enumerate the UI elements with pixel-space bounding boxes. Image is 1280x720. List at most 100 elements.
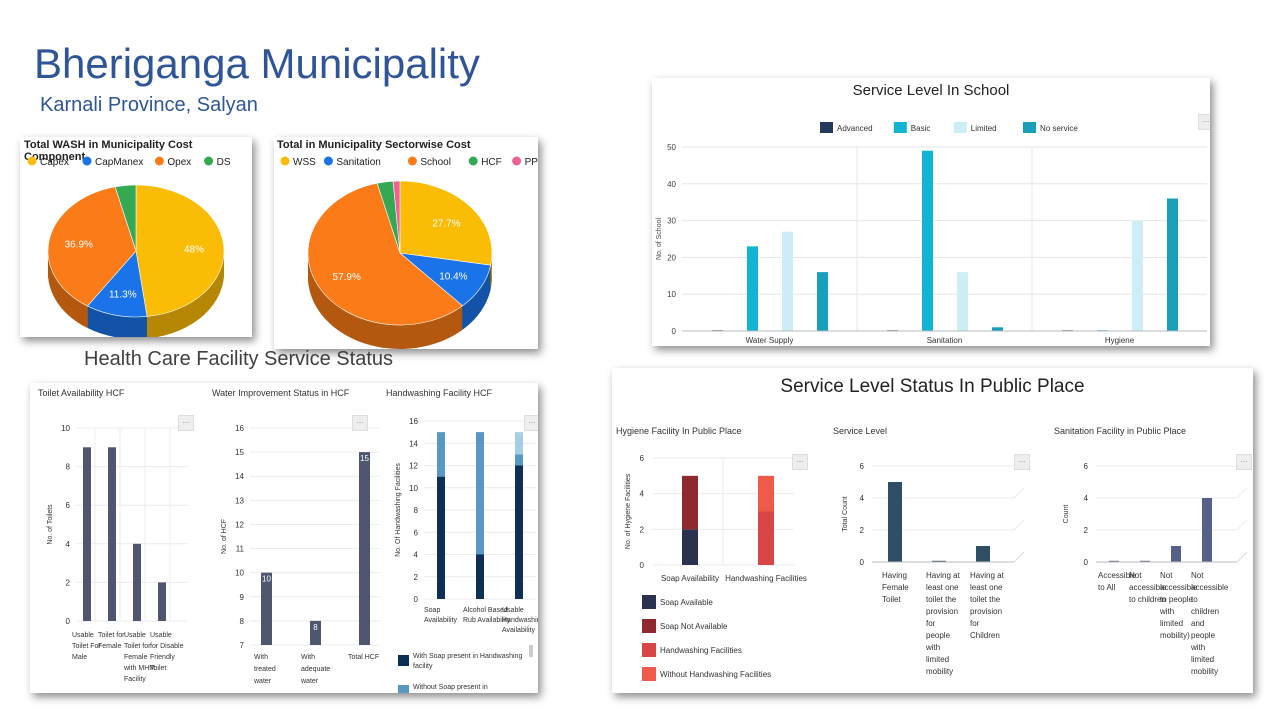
toilet-bar: [108, 447, 116, 621]
legend-dot: [204, 156, 214, 166]
water-bar: [310, 620, 321, 645]
legend-label: facility: [413, 663, 433, 670]
x-tick-label: limited: [1191, 655, 1214, 664]
legend-dot: [407, 156, 417, 166]
legend-swatch: [642, 595, 656, 609]
y-axis-label: No. Of Handwashing Facilities: [395, 463, 402, 557]
x-tick-label: Female: [882, 583, 909, 592]
y-tick-label: 4: [860, 494, 865, 503]
chart-menu-button[interactable]: ...: [1014, 454, 1030, 470]
x-tick-label: limited: [926, 655, 949, 664]
chart-title: Handwashing Facility HCF: [386, 388, 493, 398]
hygiene-bar: [758, 511, 774, 565]
hygiene-bar: [682, 475, 698, 530]
x-tick-label: children: [1191, 607, 1219, 616]
x-tick-label: Handwashing: [502, 617, 538, 624]
y-tick-label: 12: [235, 520, 244, 529]
sector-cost-pie-chart: 27.7% 10.4% 57.9%: [307, 180, 493, 349]
legend-dot: [468, 156, 478, 166]
y-tick-label: 4: [640, 490, 645, 499]
y-tick-label: 6: [66, 501, 71, 510]
y-tick-label: 2: [1084, 526, 1089, 535]
legend-label: Limited: [971, 124, 997, 133]
y-tick-label: 6: [414, 528, 419, 537]
bar-no-service: [817, 272, 828, 331]
x-tick-label: mobility): [1160, 631, 1190, 640]
bar-limited: [1132, 220, 1143, 331]
chart-menu-button[interactable]: ...: [524, 415, 538, 431]
handwash-bar: [515, 454, 523, 466]
chart-menu-button[interactable]: ...: [178, 415, 194, 431]
bar-basic: [922, 150, 933, 331]
handwash-bar: [476, 432, 484, 555]
y-tick-label: 20: [667, 253, 676, 262]
x-tick-label: Having: [882, 571, 907, 580]
legend-dot: [280, 156, 290, 166]
x-tick-label: to children: [1129, 595, 1166, 604]
y-tick-label: 4: [1084, 494, 1089, 503]
pie-slice: [114, 184, 137, 252]
y-axis-label: Total Count: [842, 496, 849, 531]
pie-slice: [399, 180, 493, 266]
legend-label: Advanced: [837, 124, 873, 133]
pie-legend-svg: WSS Sanitation School HCF PP: [280, 156, 538, 168]
sanitation-bar: [1140, 560, 1150, 562]
hygiene-bar: [682, 529, 698, 565]
y-tick-label: 2: [414, 573, 419, 582]
y-tick-label: 6: [1084, 462, 1089, 471]
x-tick-label: With: [301, 654, 315, 661]
hcf-bar-charts: Toilet Availability HCF 0 2 4 6 8 10 No. of Toi…: [38, 388, 538, 693]
x-tick-label: adequate: [301, 666, 330, 673]
legend-dot: [82, 156, 92, 166]
pie-slice: [307, 182, 464, 326]
pie-title: Total in Municipality Sectorwise Cost: [277, 139, 471, 151]
legend-swatch: [642, 643, 656, 657]
y-tick-label: 2: [860, 526, 865, 535]
y-tick-label: 8: [414, 506, 419, 515]
y-tick-label: 10: [61, 424, 70, 433]
sector-cost-pie-card: Total in Municipality Sectorwise Cost WS…: [274, 137, 538, 349]
y-tick-label: 50: [667, 143, 676, 152]
bar-limited: [782, 231, 793, 331]
x-tick-label: Hygiene: [1105, 336, 1135, 345]
data-label: 8: [313, 623, 318, 632]
x-tick-label: for: [970, 619, 980, 628]
x-tick-label: Handwashing Facilities: [725, 574, 807, 583]
pie-legend: WSS Sanitation School HCF PP: [277, 154, 538, 173]
x-tick-label: toilet the: [970, 595, 1001, 604]
x-tick-label: Accessible: [1098, 571, 1137, 580]
chart-menu-button[interactable]: ...: [1236, 454, 1252, 470]
x-tick-label: mobility: [926, 667, 953, 676]
legend-dot: [27, 156, 37, 166]
chart-menu-button[interactable]: ...: [1198, 114, 1210, 130]
legend-swatch: [893, 122, 907, 133]
x-tick-label: Water Supply: [746, 336, 794, 345]
x-tick-label: Toilet for: [98, 632, 125, 639]
x-tick-label: with: [1190, 643, 1205, 652]
pie-title: Total WASH in Municipality Cost Componen…: [24, 139, 193, 163]
chart-title: Sanitation Facility in Public Place: [1054, 426, 1186, 436]
chart-menu-button[interactable]: ...: [352, 415, 368, 431]
y-tick-label: 16: [235, 424, 244, 433]
legend-dot: [512, 156, 522, 166]
sanitation-bar: [1109, 560, 1119, 562]
handwash-bar: [515, 432, 523, 455]
x-tick-label: Soap Availability: [661, 574, 719, 583]
chart-menu-button[interactable]: ...: [792, 454, 808, 470]
handwash-bar: [476, 554, 484, 599]
legend-swatch: [953, 122, 967, 133]
x-tick-label: Total HCF: [348, 654, 379, 661]
x-tick-label: Children: [970, 631, 1000, 640]
x-tick-label: Friendly: [150, 654, 175, 661]
y-axis-label: No. of School: [656, 218, 663, 260]
y-tick-label: 0: [672, 327, 677, 336]
x-tick-label: and: [1191, 619, 1204, 628]
legend-swatch: [820, 122, 833, 133]
public-place-card: Service Level Status In Public Place Hyg…: [612, 368, 1253, 693]
legend-label: Sanitation: [336, 157, 380, 168]
x-tick-label: Availability: [502, 627, 535, 634]
chart-title: Water Improvement Status in HCF: [212, 388, 350, 398]
x-tick-label: people: [1191, 631, 1216, 640]
sanitation-bar: [1202, 498, 1212, 562]
x-tick-label: Not: [1160, 571, 1173, 580]
